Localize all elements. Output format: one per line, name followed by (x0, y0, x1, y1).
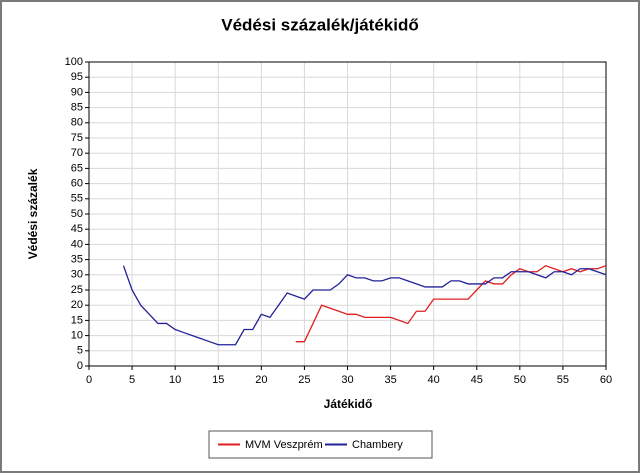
legend-label: MVM Veszprém (245, 439, 323, 451)
x-tick-label: 15 (212, 374, 224, 386)
y-tick-label: 40 (71, 238, 83, 250)
y-axis-label: Védési százalék (26, 168, 40, 259)
x-tick-label: 10 (169, 374, 181, 386)
x-axis-label: Játékidő (324, 397, 373, 411)
y-tick-label: 80 (71, 117, 83, 129)
x-tick-label: 50 (514, 374, 526, 386)
series-line (122, 265, 607, 346)
legend (208, 430, 433, 459)
plot-border (88, 61, 607, 367)
y-tick-label: 85 (71, 102, 83, 114)
x-tick-label: 20 (255, 374, 267, 386)
legend-label: Chambery (352, 439, 403, 451)
y-tick-label: 95 (71, 71, 83, 83)
y-tick-label: 100 (65, 56, 83, 68)
y-tick-label: 65 (71, 162, 83, 174)
series-line (295, 264, 607, 343)
x-tick-label: 40 (428, 374, 440, 386)
y-tick-label: 20 (71, 299, 83, 311)
x-tick-label: 0 (86, 374, 92, 386)
x-tick-label: 25 (298, 374, 310, 386)
y-tick-label: 75 (71, 132, 83, 144)
y-tick-label: 90 (71, 86, 83, 98)
x-tick-label: 45 (471, 374, 483, 386)
x-tick-label: 5 (129, 374, 135, 386)
y-tick-label: 15 (71, 314, 83, 326)
y-tick-label: 50 (71, 208, 83, 220)
y-tick-label: 25 (71, 284, 83, 296)
x-tick-label: 60 (600, 374, 612, 386)
y-tick-label: 35 (71, 254, 83, 266)
y-tick-label: 45 (71, 223, 83, 235)
y-tick-label: 60 (71, 178, 83, 190)
y-tick-label: 55 (71, 193, 83, 205)
x-tick-label: 30 (341, 374, 353, 386)
y-tick-label: 70 (71, 147, 83, 159)
chart-title: Védési százalék/játékidő (221, 15, 419, 34)
x-tick-label: 55 (557, 374, 569, 386)
y-tick-label: 30 (71, 269, 83, 281)
y-tick-label: 10 (71, 330, 83, 342)
x-tick-label: 35 (384, 374, 396, 386)
y-tick-label: 0 (77, 360, 83, 372)
y-tick-label: 5 (77, 345, 83, 357)
